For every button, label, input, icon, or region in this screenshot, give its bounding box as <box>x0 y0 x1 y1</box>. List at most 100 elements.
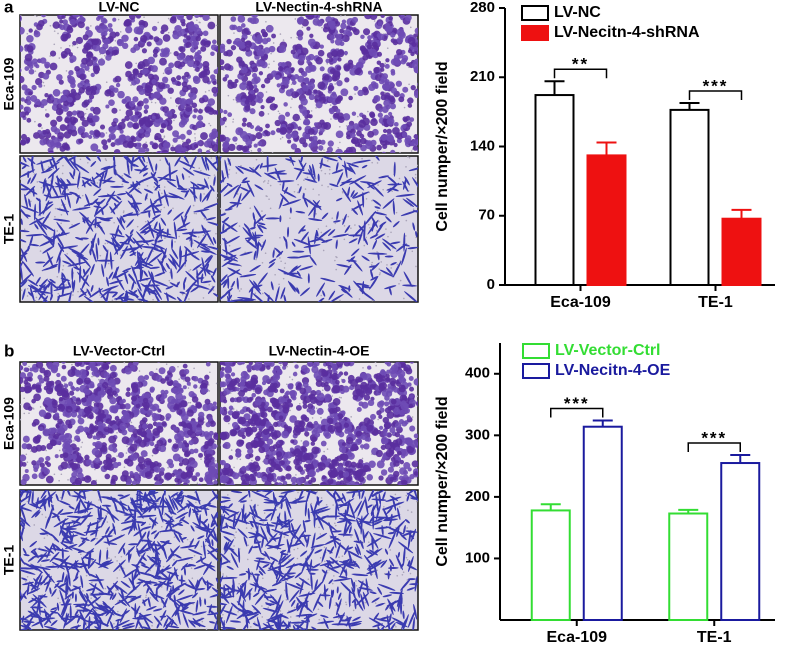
cell <box>220 44 225 49</box>
pore <box>41 127 43 129</box>
cell <box>223 442 230 449</box>
pore <box>327 186 329 188</box>
cell <box>34 31 41 38</box>
pore <box>318 228 320 230</box>
pore <box>278 110 280 112</box>
cell <box>243 371 247 375</box>
pore <box>331 395 333 397</box>
pore <box>263 181 265 183</box>
cell <box>320 66 325 71</box>
cell <box>298 30 303 35</box>
cell <box>390 103 396 109</box>
cell <box>25 469 29 473</box>
cell <box>33 132 40 139</box>
cell <box>368 71 372 75</box>
row-label: Eca-109 <box>1 397 17 450</box>
cell <box>203 65 209 71</box>
pore <box>323 250 325 252</box>
cell <box>242 118 247 123</box>
cell <box>159 367 166 374</box>
pore <box>390 232 392 234</box>
pore <box>250 35 252 37</box>
cell <box>26 100 31 105</box>
cell <box>118 452 124 458</box>
cell <box>176 135 180 139</box>
cell <box>185 56 190 61</box>
cell <box>414 91 422 99</box>
pore <box>62 269 64 271</box>
cell <box>353 28 360 35</box>
cell <box>111 475 118 482</box>
cell <box>176 75 181 80</box>
pore <box>359 298 361 300</box>
cell <box>328 140 334 146</box>
pore <box>408 84 410 86</box>
cell <box>150 141 154 145</box>
cell <box>71 463 78 470</box>
pore <box>27 288 29 290</box>
panel-label: a <box>4 0 14 16</box>
cell <box>20 387 26 393</box>
pore <box>155 102 157 104</box>
cell <box>80 17 85 22</box>
cell <box>91 73 95 77</box>
cell <box>419 80 425 86</box>
pore <box>27 461 29 463</box>
cell <box>166 111 172 117</box>
pore <box>203 234 205 236</box>
cell <box>192 421 197 426</box>
pore <box>251 460 253 462</box>
cell <box>39 139 46 146</box>
cell <box>139 440 147 448</box>
cell <box>267 438 273 444</box>
pore <box>113 222 115 224</box>
cell <box>127 479 132 484</box>
cell <box>101 139 107 145</box>
cell <box>117 462 121 466</box>
pore <box>36 297 38 299</box>
cell <box>282 78 290 86</box>
pore <box>124 466 126 468</box>
pore <box>240 459 242 461</box>
cell <box>247 18 252 23</box>
cell <box>213 81 217 85</box>
cell <box>311 140 318 147</box>
pore <box>163 233 165 235</box>
pore <box>312 417 314 419</box>
cell <box>419 438 423 442</box>
cell <box>100 124 105 129</box>
cell <box>344 77 349 82</box>
cell <box>154 477 158 481</box>
cell <box>397 37 403 43</box>
cell <box>142 423 148 429</box>
cell <box>144 104 149 109</box>
cell <box>390 150 395 155</box>
pore <box>61 214 63 216</box>
pore <box>305 188 307 190</box>
cell <box>182 147 187 152</box>
cell <box>223 110 227 114</box>
cell <box>281 63 285 67</box>
pore <box>213 289 215 291</box>
cell <box>50 96 54 100</box>
pore <box>375 365 377 367</box>
pore <box>236 172 238 174</box>
cell <box>360 138 367 145</box>
pore <box>330 104 332 106</box>
cell <box>367 44 372 49</box>
pore <box>41 187 43 189</box>
cell <box>145 120 153 128</box>
pore <box>123 212 125 214</box>
cell <box>409 117 414 122</box>
pore <box>282 137 284 139</box>
pore <box>145 141 147 143</box>
cell <box>105 55 111 61</box>
cell <box>275 120 281 126</box>
cell <box>319 91 324 96</box>
cell <box>151 65 158 72</box>
pore <box>28 412 30 414</box>
cell <box>86 59 94 67</box>
cell <box>162 50 170 58</box>
pore <box>137 447 139 449</box>
cell <box>102 144 108 150</box>
